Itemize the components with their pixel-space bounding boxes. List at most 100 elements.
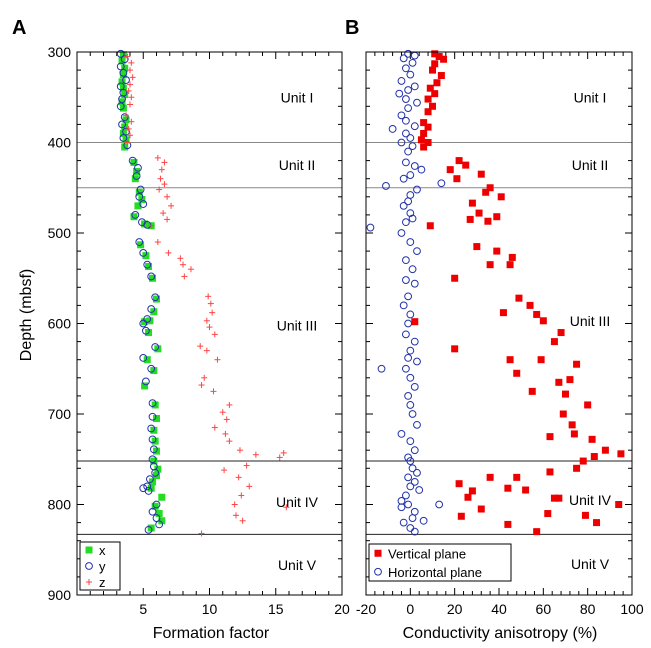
x-tick-label: -20 xyxy=(356,601,376,617)
data-point-y xyxy=(142,377,150,386)
data-point-vertical-plane xyxy=(506,261,514,269)
data-point-y xyxy=(143,482,152,491)
data-point-x xyxy=(141,382,149,390)
data-point-y xyxy=(118,95,126,103)
data-point-horizontal-plane xyxy=(413,420,421,429)
data-point-vertical-plane xyxy=(546,433,554,441)
data-point-z xyxy=(123,112,130,119)
data-point-z xyxy=(128,94,135,101)
panel-a-frame xyxy=(76,51,343,596)
data-point-vertical-plane xyxy=(424,123,432,131)
x-tick-label: 80 xyxy=(580,601,596,617)
data-point-horizontal-plane xyxy=(397,229,406,237)
data-point-x xyxy=(154,465,162,473)
data-point-z xyxy=(239,517,246,524)
data-point-vertical-plane xyxy=(504,484,512,492)
data-point-y xyxy=(155,520,164,529)
data-point-z xyxy=(160,210,167,217)
data-point-y xyxy=(120,55,129,64)
data-point-y xyxy=(135,192,144,201)
data-point-z xyxy=(125,87,132,94)
data-point-horizontal-plane xyxy=(417,165,426,174)
data-point-vertical-plane xyxy=(513,369,521,377)
data-point-vertical-plane xyxy=(617,450,625,458)
data-point-z xyxy=(165,249,172,256)
y-tick-label: 800 xyxy=(48,497,72,513)
data-point-horizontal-plane xyxy=(402,330,410,339)
y-tick-label: 700 xyxy=(48,406,72,422)
data-point-y xyxy=(148,435,157,444)
data-point-z xyxy=(127,81,133,88)
data-point-horizontal-plane xyxy=(397,503,406,512)
data-point-x xyxy=(151,502,159,510)
data-point-vertical-plane xyxy=(446,166,454,174)
data-point-y xyxy=(152,500,161,509)
data-point-vertical-plane xyxy=(528,387,536,395)
data-point-z xyxy=(226,438,233,445)
data-point-vertical-plane xyxy=(615,501,623,508)
data-point-y xyxy=(116,49,125,58)
data-point-horizontal-plane xyxy=(413,357,421,366)
x-tick-label: 20 xyxy=(334,601,350,617)
data-point-z xyxy=(206,324,213,331)
unit-label: Unit III xyxy=(277,317,317,333)
data-point-y xyxy=(116,82,125,91)
data-point-z xyxy=(233,512,239,519)
data-point-horizontal-plane xyxy=(402,256,410,265)
data-point-horizontal-plane xyxy=(397,430,406,438)
data-point-vertical-plane xyxy=(562,390,569,398)
data-point-vertical-plane xyxy=(566,376,574,384)
legend-entry: Horizontal plane xyxy=(388,565,482,580)
data-point-horizontal-plane xyxy=(415,486,424,494)
data-point-z xyxy=(128,118,135,125)
data-point-y xyxy=(144,487,153,495)
data-point-vertical-plane xyxy=(513,473,521,481)
data-point-vertical-plane xyxy=(464,493,472,501)
data-point-y xyxy=(118,120,126,129)
data-point-z xyxy=(161,159,168,166)
unit-label: Unit II xyxy=(572,157,609,173)
data-point-vertical-plane xyxy=(493,247,501,255)
data-point-z xyxy=(164,216,171,223)
data-point-horizontal-plane xyxy=(399,201,408,210)
data-point-vertical-plane xyxy=(504,520,512,528)
data-point-vertical-plane xyxy=(429,66,436,74)
data-point-x xyxy=(134,202,142,210)
legend-marker xyxy=(85,546,93,554)
x-tick-label: 40 xyxy=(491,601,507,617)
data-point-horizontal-plane xyxy=(410,382,419,391)
data-point-horizontal-plane xyxy=(377,364,386,373)
panel-a-x-axis-title: Formation factor xyxy=(153,625,270,642)
data-point-y xyxy=(116,62,125,71)
data-point-horizontal-plane xyxy=(406,401,415,409)
data-point-z xyxy=(211,424,218,431)
data-point-y xyxy=(148,507,157,516)
data-point-z xyxy=(238,492,245,499)
data-point-y xyxy=(135,238,144,246)
data-point-z xyxy=(154,154,161,161)
data-point-y xyxy=(143,220,152,229)
data-point-vertical-plane xyxy=(462,161,470,169)
data-point-vertical-plane xyxy=(581,511,589,519)
data-point-y xyxy=(148,412,157,421)
data-point-vertical-plane xyxy=(526,301,534,309)
data-point-horizontal-plane xyxy=(435,500,444,509)
data-point-z xyxy=(125,125,132,132)
data-point-z xyxy=(201,374,208,381)
data-point-horizontal-plane xyxy=(399,301,408,310)
data-point-y xyxy=(132,172,141,180)
data-point-vertical-plane xyxy=(437,72,445,80)
data-point-z xyxy=(235,474,242,481)
data-point-vertical-plane xyxy=(568,421,576,429)
data-point-vertical-plane xyxy=(426,84,434,92)
data-point-vertical-plane xyxy=(451,345,459,353)
data-point-vertical-plane xyxy=(457,512,465,520)
data-point-z xyxy=(209,309,216,316)
unit-label: Unit I xyxy=(574,89,607,105)
data-point-horizontal-plane xyxy=(366,223,375,232)
data-point-horizontal-plane xyxy=(388,125,397,133)
data-point-vertical-plane xyxy=(486,184,494,192)
unit-label: Unit IV xyxy=(276,494,319,510)
data-point-z xyxy=(187,266,194,273)
